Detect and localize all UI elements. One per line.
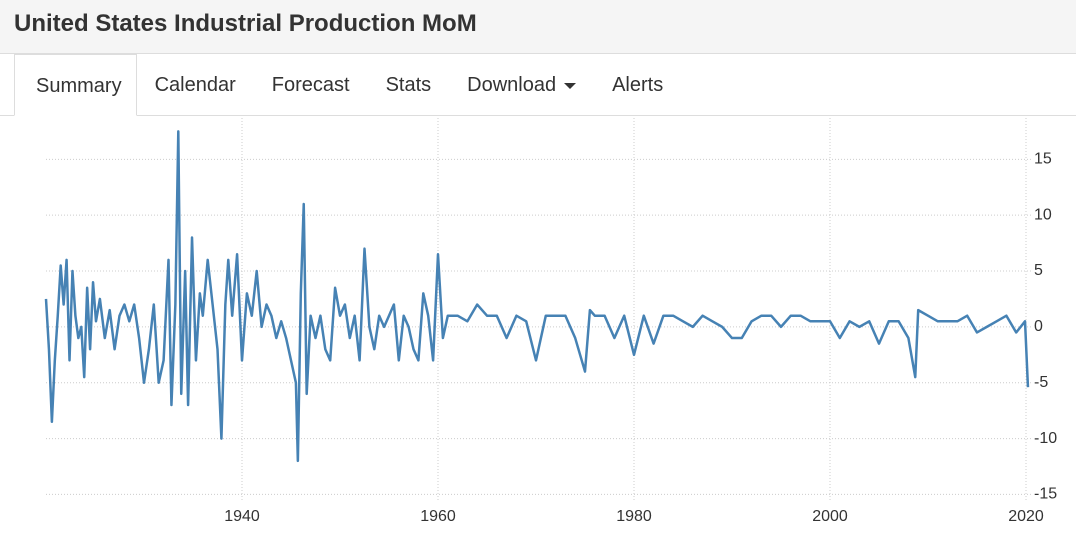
y-tick-label: 0 [1034, 318, 1043, 335]
x-tick-label: 1980 [616, 508, 652, 525]
chart: 15 10 5 0 -5 -10 -15 1940 1960 1980 2000 2020 [44, 118, 1057, 525]
tab-label[interactable]: Calendar [154, 74, 236, 96]
caret[interactable] [564, 82, 577, 89]
x-tick-label: 2020 [1008, 508, 1044, 525]
y-tick-label: -10 [1034, 430, 1057, 447]
tab[interactable]: Stats [368, 54, 450, 116]
y-tick-label: 15 [1034, 151, 1052, 168]
x-tick-label: 1960 [420, 508, 456, 525]
tab-label[interactable]: Download [467, 74, 557, 96]
y-tick-label: 10 [1034, 206, 1052, 223]
line-series [44, 130, 1030, 463]
x-tick-label: 2000 [812, 508, 848, 525]
tab[interactable]: Alerts [594, 54, 681, 116]
tab-bar: Summary Calendar Forecast Stats Download Aler… [0, 54, 1076, 116]
tab-label[interactable]: Summary [36, 75, 122, 97]
y-tick-label: 5 [1034, 262, 1043, 279]
y-tick-label: -15 [1034, 486, 1057, 503]
tab[interactable]: Calendar [137, 54, 254, 116]
tab[interactable]: Summary [14, 54, 137, 116]
tab[interactable]: Forecast [254, 54, 368, 116]
x-tick-label: 1940 [224, 508, 260, 525]
tab-label[interactable]: Stats [385, 74, 432, 96]
page-title: United States Industrial Production MoM [0, 0, 1076, 54]
y-tick-label: -5 [1034, 374, 1048, 391]
tab[interactable]: Download [449, 54, 594, 116]
tab-label[interactable]: Alerts [612, 74, 664, 96]
tab-label[interactable]: Forecast [271, 74, 350, 96]
